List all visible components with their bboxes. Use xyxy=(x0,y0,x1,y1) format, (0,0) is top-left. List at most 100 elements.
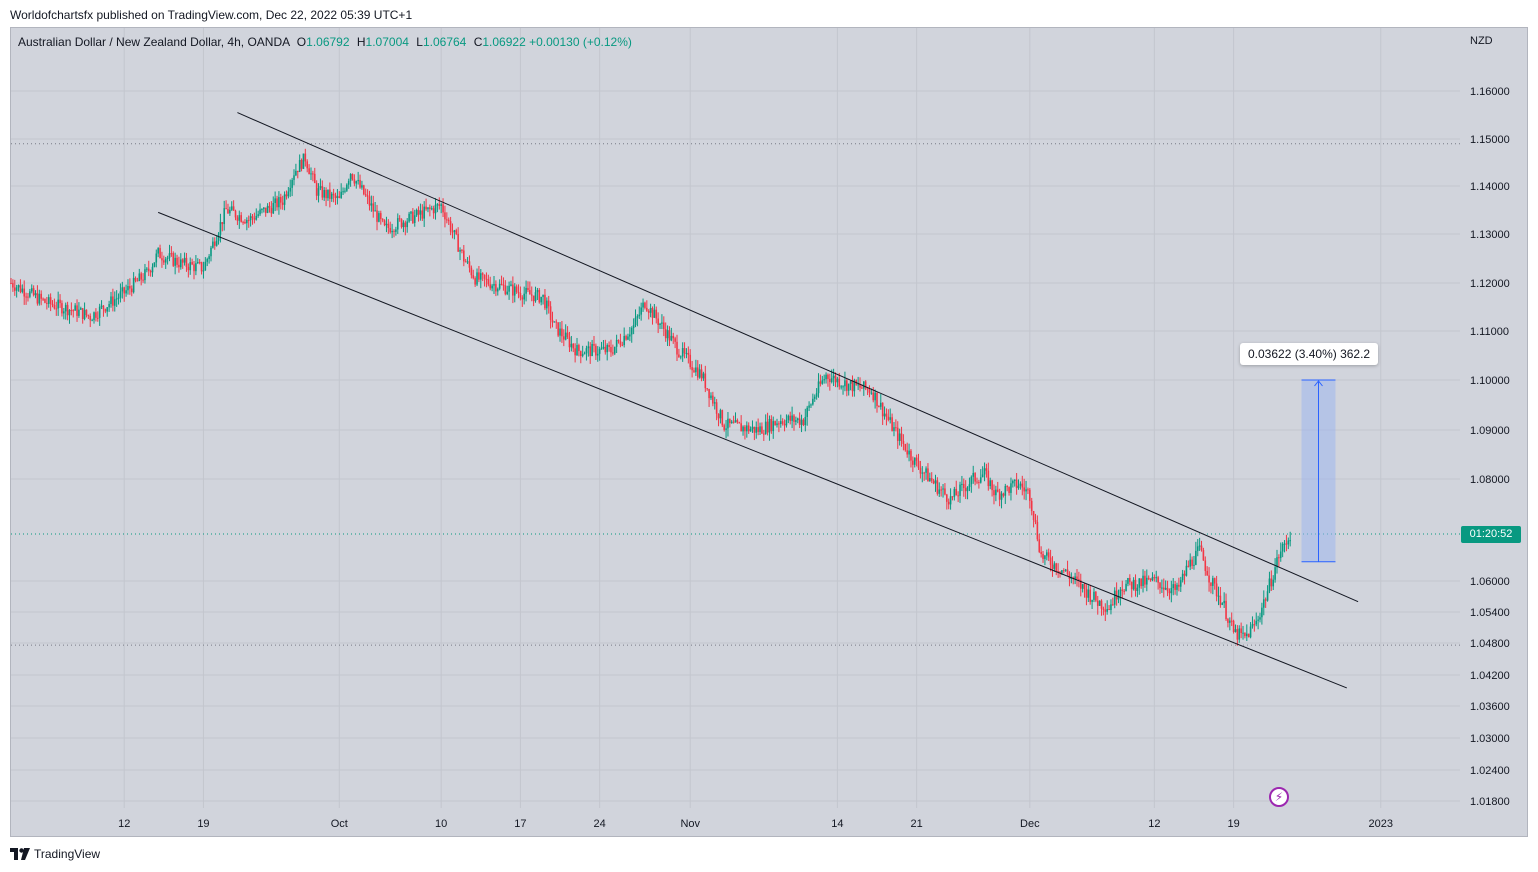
candle-body xyxy=(353,179,356,184)
candle-body xyxy=(972,472,975,477)
candle-body xyxy=(423,206,425,219)
candle-body xyxy=(234,210,237,218)
candle-body xyxy=(191,262,193,265)
candle-body xyxy=(125,290,127,294)
candle-body xyxy=(117,297,120,299)
candle-body xyxy=(440,204,442,206)
candle-body xyxy=(1176,584,1178,590)
candle-body xyxy=(1017,485,1020,489)
candle-body xyxy=(974,472,976,482)
candle-body xyxy=(1230,620,1233,622)
candle-body xyxy=(1221,603,1224,605)
candle-body xyxy=(881,402,884,417)
candle-body xyxy=(476,272,478,285)
candle-body xyxy=(44,299,46,303)
candle-body xyxy=(962,483,965,489)
candle-body xyxy=(1102,608,1105,610)
candle-body xyxy=(389,227,392,233)
candle-body xyxy=(653,309,656,318)
candle-body xyxy=(1095,591,1097,601)
candle-body xyxy=(185,257,188,267)
candle-body xyxy=(825,374,827,380)
candle-body xyxy=(359,179,361,188)
candle-body xyxy=(70,309,73,311)
candle-body xyxy=(412,211,414,223)
candle-body xyxy=(400,219,403,228)
candle-body xyxy=(1289,540,1291,542)
candle-body xyxy=(902,440,905,444)
candle-body xyxy=(817,381,820,394)
candle-body xyxy=(370,203,373,206)
candle-body xyxy=(1264,599,1267,601)
candle-body xyxy=(404,222,407,228)
candle-body xyxy=(885,413,888,417)
candle-body xyxy=(889,417,892,420)
candle-body xyxy=(532,295,535,302)
candle-body xyxy=(1012,480,1014,484)
candle-body xyxy=(832,375,835,379)
currency-label[interactable]: NZD xyxy=(1470,35,1493,47)
candle-body xyxy=(821,380,824,384)
candle-body xyxy=(815,393,818,397)
candle-body xyxy=(657,318,659,326)
candle-body xyxy=(1181,573,1184,581)
candle-body xyxy=(127,286,129,291)
candle-body xyxy=(1147,577,1150,579)
candle-body xyxy=(987,470,990,487)
candle-body xyxy=(272,203,275,214)
candle-body xyxy=(1236,629,1239,640)
candle-body xyxy=(229,209,231,214)
candle-body xyxy=(1278,557,1280,559)
candle-body xyxy=(1238,628,1241,640)
candle-body xyxy=(947,501,950,505)
candle-body xyxy=(600,348,603,350)
candle-body xyxy=(770,418,773,432)
candle-body xyxy=(332,193,335,196)
measure-label[interactable]: 0.03622 (3.40%) 362.2 xyxy=(1240,343,1379,365)
candle-body xyxy=(1247,633,1250,638)
candle-body xyxy=(768,418,771,433)
candle-body xyxy=(355,181,358,184)
flash-icon[interactable]: ⚡ xyxy=(1269,787,1289,807)
candle-body xyxy=(574,348,576,356)
candle-body xyxy=(746,425,748,432)
candle-body xyxy=(1123,590,1125,592)
y-tick-label: 1.16000 xyxy=(1470,86,1510,98)
candle-body xyxy=(349,174,352,181)
candle-body xyxy=(913,457,916,465)
candle-body xyxy=(553,321,556,323)
candle-body xyxy=(921,472,924,474)
candle-body xyxy=(942,488,944,490)
candle-body xyxy=(668,330,671,341)
candle-body xyxy=(1279,551,1282,558)
candle-body xyxy=(398,218,401,220)
candle-body xyxy=(96,317,99,319)
candle-body xyxy=(178,264,180,268)
candle-body xyxy=(751,426,754,430)
candle-body xyxy=(655,309,658,319)
candle-body xyxy=(493,284,495,286)
candle-body xyxy=(1249,626,1252,638)
candle-body xyxy=(827,374,829,379)
candle-body xyxy=(61,303,63,314)
candle-body xyxy=(670,335,673,341)
candle-body xyxy=(530,294,533,296)
candle-body xyxy=(878,406,880,408)
candle-body xyxy=(876,392,878,407)
candle-body xyxy=(644,302,646,308)
candle-body xyxy=(847,383,850,391)
candle-body xyxy=(1046,552,1048,556)
candle-body xyxy=(549,306,552,320)
candle-body xyxy=(330,193,333,199)
candle-body xyxy=(1179,580,1182,587)
candle-body xyxy=(232,206,235,211)
candle-body xyxy=(964,488,967,492)
candle-body xyxy=(678,354,680,357)
candle-body xyxy=(551,319,554,323)
candle-body xyxy=(872,392,875,401)
candle-body xyxy=(164,258,167,263)
candle-body xyxy=(1036,521,1039,540)
candle-body xyxy=(874,392,876,401)
candle-body xyxy=(327,189,329,199)
